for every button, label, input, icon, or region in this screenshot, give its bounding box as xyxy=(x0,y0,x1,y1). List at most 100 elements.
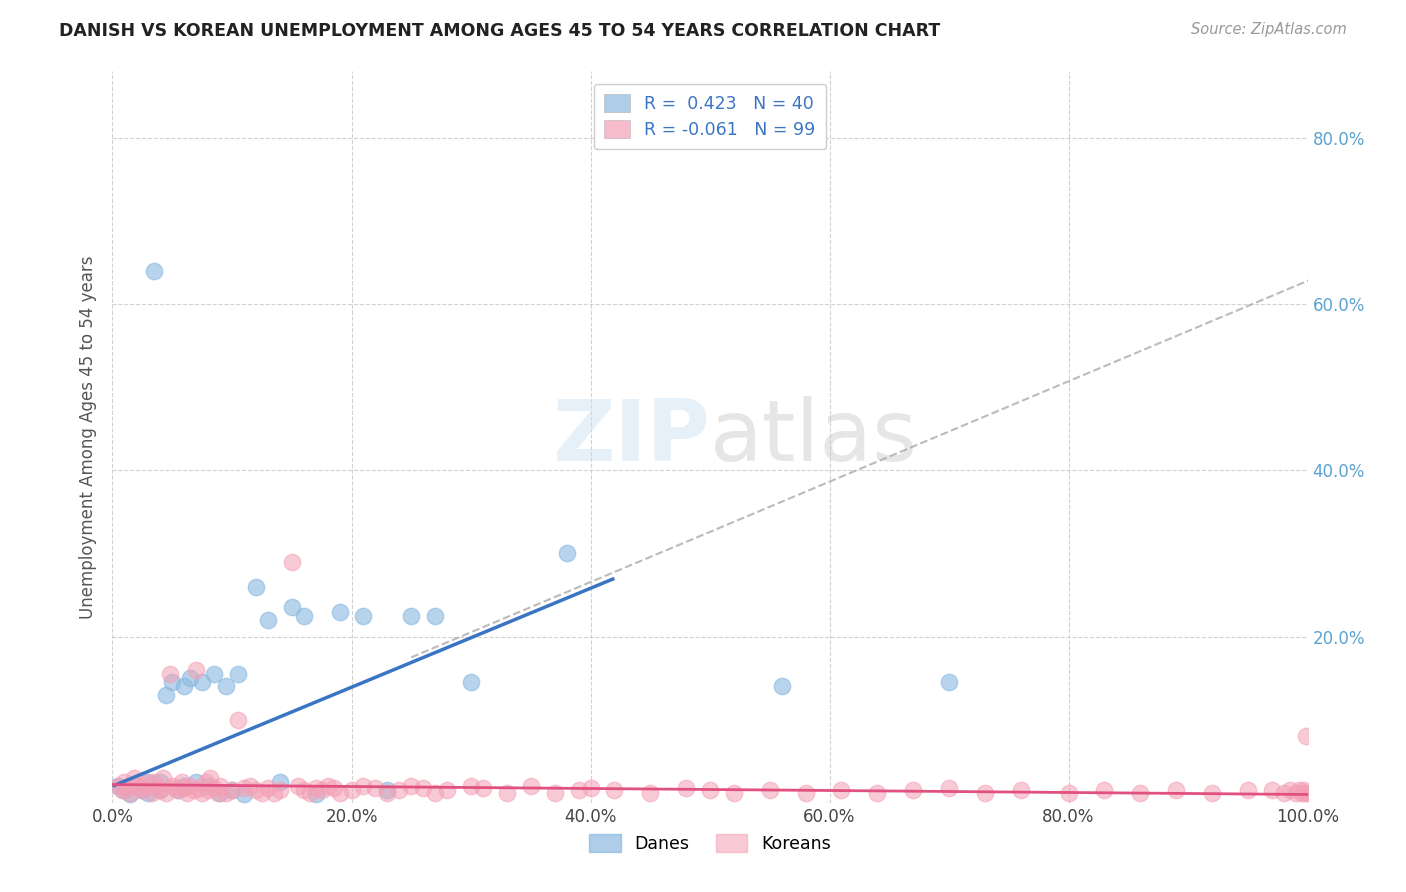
Point xyxy=(568,783,591,797)
Point xyxy=(149,775,172,789)
Point xyxy=(120,786,142,800)
Point xyxy=(138,779,160,793)
Point xyxy=(1094,783,1116,797)
Legend: Danes, Koreans: Danes, Koreans xyxy=(582,827,838,860)
Point xyxy=(143,775,166,789)
Point xyxy=(352,608,374,623)
Point xyxy=(186,663,208,677)
Point xyxy=(120,788,142,802)
Point xyxy=(269,775,291,789)
Point xyxy=(316,779,339,793)
Point xyxy=(209,779,232,793)
Point xyxy=(305,780,328,795)
Point xyxy=(221,783,243,797)
Point xyxy=(170,775,193,789)
Point xyxy=(1129,786,1152,800)
Point xyxy=(287,779,309,793)
Point xyxy=(322,780,344,795)
Point xyxy=(179,671,201,685)
Point xyxy=(138,786,160,800)
Point xyxy=(1272,786,1295,800)
Point xyxy=(496,786,519,800)
Point xyxy=(298,786,321,800)
Point xyxy=(197,779,219,793)
Point xyxy=(723,786,745,800)
Point xyxy=(1295,729,1317,743)
Point xyxy=(194,775,217,789)
Point xyxy=(125,779,148,793)
Point xyxy=(292,783,315,797)
Point xyxy=(107,779,129,793)
Point xyxy=(388,783,411,797)
Point xyxy=(974,786,997,800)
Point xyxy=(149,783,172,797)
Point xyxy=(759,783,782,797)
Point xyxy=(114,775,135,789)
Point xyxy=(173,780,195,795)
Point xyxy=(111,783,134,797)
Point xyxy=(197,783,219,797)
Point xyxy=(183,783,205,797)
Point xyxy=(425,786,447,800)
Point xyxy=(329,786,352,800)
Point xyxy=(472,780,495,795)
Point xyxy=(401,608,423,623)
Point xyxy=(675,780,697,795)
Point xyxy=(352,779,374,793)
Point xyxy=(305,788,328,802)
Point xyxy=(207,786,229,800)
Point xyxy=(377,783,399,797)
Point xyxy=(579,780,602,795)
Point xyxy=(122,771,145,785)
Point xyxy=(176,786,198,800)
Point xyxy=(269,783,291,797)
Point xyxy=(938,675,960,690)
Point xyxy=(202,780,225,795)
Point xyxy=(128,780,150,795)
Point xyxy=(233,780,256,795)
Point xyxy=(114,783,135,797)
Point xyxy=(401,779,423,793)
Point xyxy=(215,680,238,694)
Point xyxy=(226,713,249,727)
Point xyxy=(138,775,160,789)
Point xyxy=(155,688,177,702)
Point xyxy=(1294,786,1316,800)
Point xyxy=(233,788,256,802)
Point xyxy=(1291,786,1313,800)
Point xyxy=(187,780,209,795)
Point xyxy=(131,783,153,797)
Text: atlas: atlas xyxy=(710,395,918,479)
Point xyxy=(543,786,565,800)
Point xyxy=(1237,783,1260,797)
Point xyxy=(938,780,960,795)
Point xyxy=(125,778,148,792)
Point xyxy=(167,783,190,797)
Point xyxy=(436,783,458,797)
Point xyxy=(460,675,482,690)
Point xyxy=(257,780,280,795)
Point xyxy=(364,780,387,795)
Point xyxy=(173,779,195,793)
Point xyxy=(239,779,262,793)
Point xyxy=(281,555,304,569)
Point xyxy=(377,786,399,800)
Point xyxy=(1166,783,1188,797)
Point xyxy=(179,779,201,793)
Point xyxy=(281,600,304,615)
Point xyxy=(215,786,238,800)
Point xyxy=(1288,783,1310,797)
Point xyxy=(263,786,285,800)
Point xyxy=(159,667,181,681)
Text: Source: ZipAtlas.com: Source: ZipAtlas.com xyxy=(1191,22,1347,37)
Point xyxy=(699,783,721,797)
Point xyxy=(292,608,315,623)
Point xyxy=(603,783,626,797)
Point xyxy=(770,680,793,694)
Text: DANISH VS KOREAN UNEMPLOYMENT AMONG AGES 45 TO 54 YEARS CORRELATION CHART: DANISH VS KOREAN UNEMPLOYMENT AMONG AGES… xyxy=(59,22,941,40)
Point xyxy=(245,783,267,797)
Point xyxy=(141,786,163,800)
Point xyxy=(1201,786,1223,800)
Point xyxy=(202,667,225,681)
Point xyxy=(191,786,214,800)
